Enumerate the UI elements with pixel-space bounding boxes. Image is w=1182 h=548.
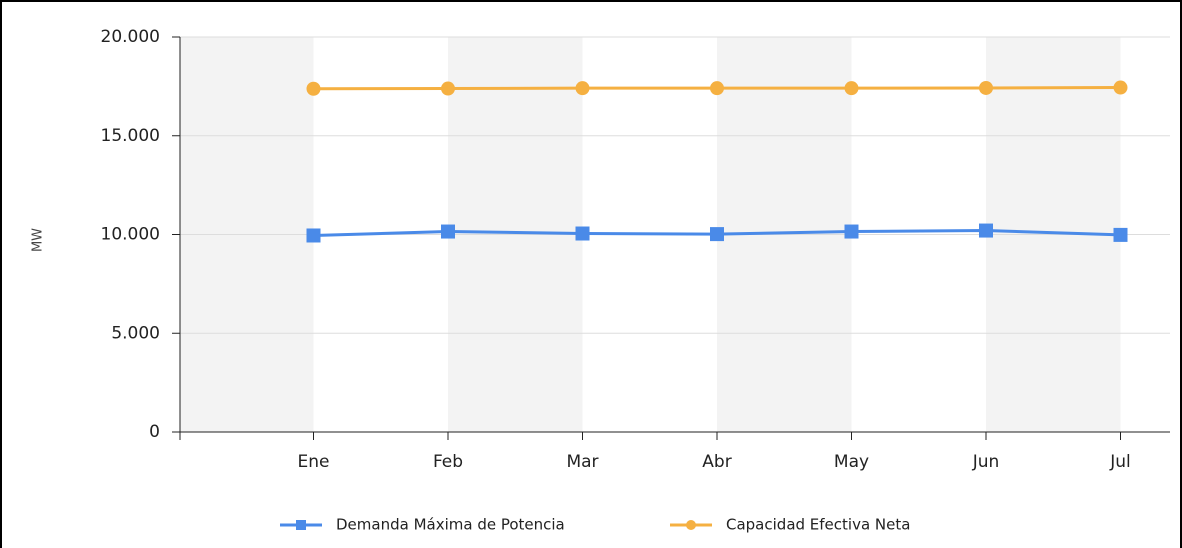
legend-label: Demanda Máxima de Potencia (336, 516, 565, 534)
point (979, 80, 993, 95)
point (844, 224, 859, 239)
point (710, 227, 724, 242)
point (441, 224, 455, 239)
x-tick-label: Mar (566, 452, 598, 472)
y-tick-label: 10.000 (101, 225, 160, 245)
y-tick-label: 20.000 (101, 27, 160, 47)
legend-label: Capacidad Efectiva Neta (726, 516, 910, 534)
point (306, 228, 321, 243)
point (1113, 227, 1128, 242)
x-tick-label: Ene (298, 452, 330, 472)
point (575, 226, 590, 241)
point (710, 81, 724, 96)
y-tick-label: 5.000 (111, 323, 160, 343)
x-tick-label: Jul (1109, 452, 1131, 472)
point (1113, 80, 1128, 95)
point (306, 81, 321, 96)
point (441, 81, 455, 96)
x-tick-label: Abr (702, 452, 731, 472)
y-tick-label: 0 (149, 422, 160, 442)
legend-marker (686, 520, 696, 530)
legend-marker (296, 520, 306, 530)
x-tick-label: May (834, 452, 869, 472)
point (844, 81, 859, 96)
x-tick-label: Jun (972, 452, 1000, 472)
x-tick-label: Feb (433, 452, 463, 472)
point (575, 81, 590, 96)
y-axis-label: MW (31, 228, 46, 252)
y-tick-label: 15.000 (101, 126, 160, 146)
point (979, 223, 993, 238)
